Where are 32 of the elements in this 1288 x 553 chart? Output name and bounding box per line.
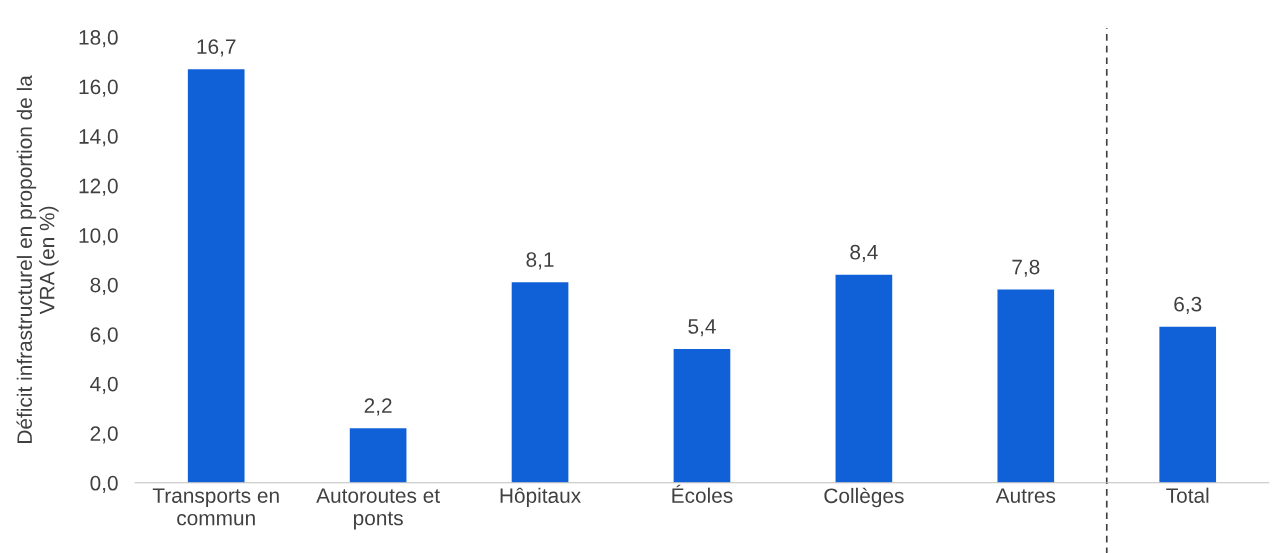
data-label: 5,4 — [688, 319, 716, 337]
y-axis-title: Déficit infrastructurel en proportion de la VRA (en %) — [16, 75, 59, 443]
bar — [997, 289, 1055, 483]
y-tick-label: 8,0 — [90, 277, 118, 295]
y-tick-label: 18,0 — [79, 30, 118, 48]
bar — [187, 69, 245, 483]
data-label: 16,7 — [197, 39, 236, 57]
x-tick-label: Hôpitaux — [500, 487, 581, 508]
y-tick-label: 2,0 — [90, 426, 118, 444]
bar — [835, 274, 893, 483]
y-tick-label: 0,0 — [90, 475, 118, 493]
data-label: 7,8 — [1012, 259, 1040, 277]
x-tick-label: Transports en commun — [152, 488, 279, 526]
bar — [673, 349, 731, 483]
data-label: 2,2 — [364, 398, 392, 416]
y-tick-label: 6,0 — [90, 327, 118, 345]
bar — [511, 282, 569, 483]
data-label: 8,4 — [850, 244, 878, 262]
x-tick-label: Autres — [995, 488, 1056, 503]
x-tick-label: Collèges — [824, 487, 904, 508]
x-tick-label: Autoroutes et ponts — [316, 488, 440, 530]
y-tick-label: 10,0 — [79, 228, 118, 246]
bar — [349, 428, 407, 483]
x-tick-label: Total — [1166, 487, 1209, 503]
data-label: 6,3 — [1174, 296, 1202, 314]
y-tick-label: 16,0 — [79, 79, 118, 97]
y-tick-label: 12,0 — [79, 178, 118, 196]
y-tick-label: 4,0 — [90, 376, 118, 394]
data-label: 8,1 — [526, 252, 554, 270]
x-tick-label: Écoles — [672, 484, 733, 503]
y-tick-label: 14,0 — [79, 129, 118, 147]
bar — [1159, 326, 1217, 483]
